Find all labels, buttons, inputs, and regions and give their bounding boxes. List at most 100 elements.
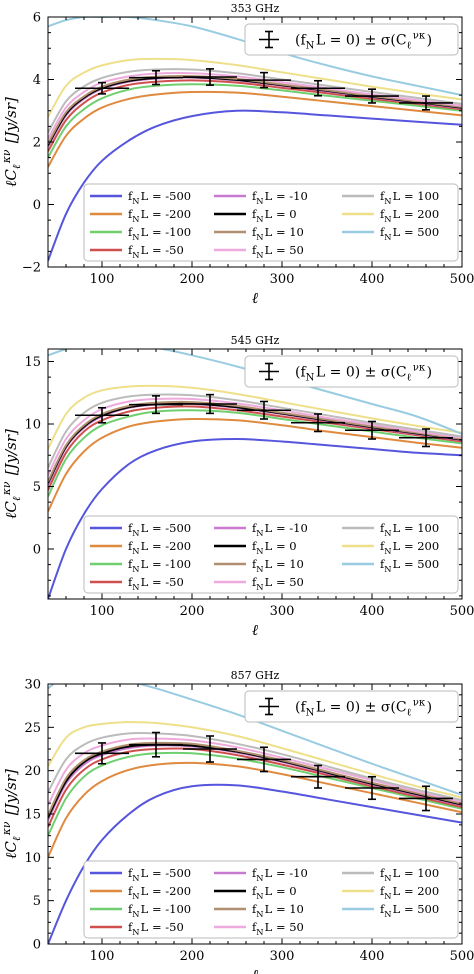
chart-panel-2: 545 GHz 100 200 300 400 500 0 5 10 15 ℓ ℓCℓ κν [Jy/… <box>0 334 474 639</box>
legend-item-4: fN L = -50 <box>90 575 184 592</box>
legend-label: fN L = 100 <box>380 866 439 883</box>
error-bar-7 <box>399 95 453 111</box>
error-bar-3 <box>183 393 237 415</box>
legend-item-10: fN L = 200 <box>342 884 439 901</box>
legend-label: fN L = 100 <box>380 189 439 206</box>
legend-item-3: fN L = -100 <box>90 225 191 242</box>
error-bars <box>75 393 453 448</box>
x-tick-label: 500 <box>450 949 474 964</box>
error-bar-7 <box>399 428 453 448</box>
error-legend-label: (fN L = 0) ± σ(Cℓ νκ ) <box>295 31 432 52</box>
legend-label: fN L = -10 <box>252 866 308 883</box>
y-tick-label: 2 <box>33 136 41 151</box>
error-bar-5 <box>291 413 345 433</box>
legend-label: fN L = 200 <box>380 207 439 224</box>
y-tick-label: 20 <box>24 764 41 779</box>
legend-item-2: fN L = -200 <box>90 207 191 224</box>
y-tick-label: 10 <box>24 418 41 433</box>
error-bar-4 <box>237 746 291 773</box>
y-tick-label: 10 <box>24 851 41 866</box>
chart-panel-3: 857 GHz 100 200 300 400 500 0 5 10 15 20 25 30 ℓ ℓCℓ κ… <box>0 669 474 974</box>
legend-item-8: fN L = 50 <box>214 575 304 592</box>
series-line-10 <box>48 384 462 450</box>
series-line-2 <box>48 761 462 858</box>
x-tick-label: 200 <box>180 604 205 619</box>
error-legend: (fN L = 0) ± σ(Cℓ νκ ) <box>244 23 459 56</box>
legend-item-8: fN L = 50 <box>214 920 304 937</box>
chart-title: 857 GHz <box>231 669 280 682</box>
legend-item-7: fN L = 10 <box>214 225 304 242</box>
y-tick-label: 15 <box>24 808 41 823</box>
legend-label: fN L = -50 <box>128 243 184 260</box>
error-bar-1 <box>75 406 129 424</box>
legend-item-6: fN L = 0 <box>214 539 297 556</box>
legend-label: fN L = -200 <box>128 884 191 901</box>
legend-label: fN L = 10 <box>252 225 304 242</box>
legend-item-4: fN L = -50 <box>90 920 184 937</box>
legend-label: fN L = -10 <box>252 189 308 206</box>
x-tick-label: 500 <box>450 272 474 287</box>
error-bar-6 <box>345 775 399 801</box>
error-bar-1 <box>75 742 129 765</box>
x-axis-label: ℓ <box>252 966 258 974</box>
x-tick-label: 300 <box>270 604 295 619</box>
series-line-1 <box>48 437 462 599</box>
legend-label: fN L = -50 <box>128 920 184 937</box>
legend-label: fN L = 500 <box>380 557 439 574</box>
error-legend: (fN L = 0) ± σ(Cℓ νκ ) <box>244 355 459 388</box>
y-axis-label: ℓCℓ κν [Jy/sr] <box>0 429 23 519</box>
legend-label: fN L = 50 <box>252 920 304 937</box>
error-legend-label: (fN L = 0) ± σ(Cℓ νκ ) <box>295 698 432 719</box>
y-axis-label-group: ℓCℓ κν [Jy/sr] <box>0 429 23 519</box>
error-legend: (fN L = 0) ± σ(Cℓ νκ ) <box>244 690 459 723</box>
x-tick-label: 400 <box>360 604 385 619</box>
error-bar-2 <box>129 395 183 415</box>
x-tick-label: 300 <box>270 272 295 287</box>
error-bars <box>75 68 453 111</box>
legend-item-3: fN L = -100 <box>90 902 191 919</box>
legend-label: fN L = -500 <box>128 521 191 538</box>
y-tick-label: −2 <box>22 261 41 276</box>
legend-label: fN L = -200 <box>128 539 191 556</box>
legend-item-9: fN L = 100 <box>342 189 439 206</box>
y-tick-label: 0 <box>33 543 41 558</box>
y-tick-label: 0 <box>33 198 41 213</box>
y-tick-label: 25 <box>24 721 41 736</box>
error-bar-3 <box>183 735 237 763</box>
legend-item-1: fN L = -500 <box>90 866 191 883</box>
error-bar-7 <box>399 785 453 812</box>
legend-label: fN L = -200 <box>128 207 191 224</box>
legend-item-1: fN L = -500 <box>90 521 191 538</box>
y-axis-label-group: ℓCℓ κν [Jy/sr] <box>0 769 23 859</box>
legend-item-10: fN L = 200 <box>342 207 439 224</box>
legend-label: fN L = 10 <box>252 902 304 919</box>
legend-item-4: fN L = -50 <box>90 243 184 260</box>
legend-item-3: fN L = -100 <box>90 557 191 574</box>
x-tick-label: 400 <box>360 949 385 964</box>
chart-panel-1: 353 GHz 100 200 300 400 500 −2 0 2 4 6 ℓ ℓCℓ κν [Jy/… <box>0 2 474 307</box>
legend-item-11: fN L = 500 <box>342 225 439 242</box>
legend-item-11: fN L = 500 <box>342 557 439 574</box>
series-line-11 <box>48 17 462 97</box>
x-tick-label: 500 <box>450 604 474 619</box>
legend-item-5: fN L = -10 <box>214 866 308 883</box>
series-line-11 <box>48 349 462 435</box>
legend-item-5: fN L = -10 <box>214 521 308 538</box>
x-tick-label: 200 <box>180 949 205 964</box>
legend-label: fN L = -100 <box>128 225 191 242</box>
legend-item-2: fN L = -200 <box>90 884 191 901</box>
error-bars <box>75 731 453 812</box>
legend-label: fN L = 0 <box>252 884 297 901</box>
legend-item-5: fN L = -10 <box>214 189 308 206</box>
error-bar-4 <box>237 71 291 89</box>
chart-title: 545 GHz <box>231 334 280 347</box>
error-bar-4 <box>237 400 291 420</box>
legend-label: fN L = -100 <box>128 902 191 919</box>
series-line-10 <box>48 721 462 799</box>
series-line-2 <box>48 90 462 168</box>
y-axis-label: ℓCℓ κν [Jy/sr] <box>0 97 23 187</box>
legend-item-10: fN L = 200 <box>342 539 439 556</box>
y-tick-label: 0 <box>33 938 41 953</box>
